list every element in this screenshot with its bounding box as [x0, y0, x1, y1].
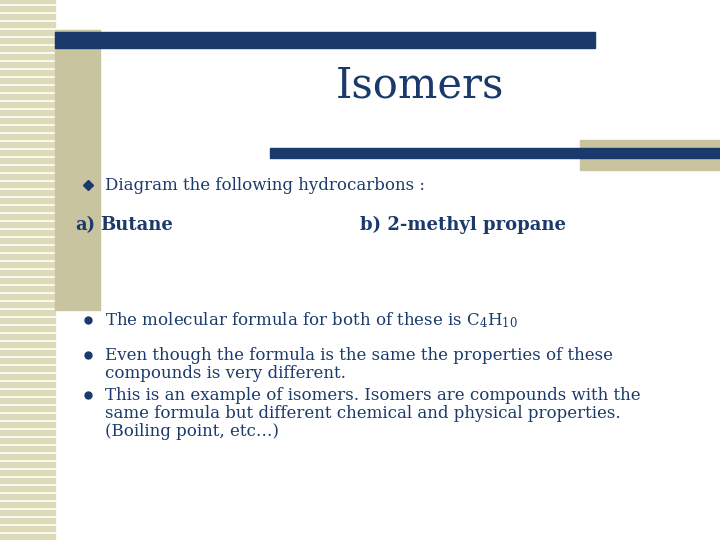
Bar	[0, 6, 55, 11]
Bar	[0, 38, 55, 43]
Bar	[0, 374, 55, 379]
Bar	[0, 14, 55, 19]
Text: a): a)	[75, 216, 95, 234]
Bar	[0, 302, 55, 307]
Bar	[0, 286, 55, 291]
Bar	[0, 70, 55, 75]
Text: same formula but different chemical and physical properties.: same formula but different chemical and …	[105, 404, 621, 422]
Bar	[0, 246, 55, 251]
Bar	[0, 102, 55, 107]
Text: Butane: Butane	[100, 216, 173, 234]
Text: b) 2-methyl propane: b) 2-methyl propane	[360, 216, 566, 234]
Bar	[0, 438, 55, 443]
Bar	[0, 62, 55, 67]
Text: The molecular formula for both of these is $\mathregular{C_4H_{10}}$: The molecular formula for both of these …	[105, 310, 518, 330]
Bar	[0, 350, 55, 355]
Text: Even though the formula is the same the properties of these: Even though the formula is the same the …	[105, 347, 613, 363]
Bar	[0, 294, 55, 299]
Bar	[0, 494, 55, 499]
Bar	[0, 342, 55, 347]
Bar	[0, 430, 55, 435]
Bar	[0, 486, 55, 491]
Bar	[0, 86, 55, 91]
Bar	[0, 110, 55, 115]
Bar	[0, 382, 55, 387]
Bar	[0, 454, 55, 459]
Bar	[0, 198, 55, 203]
Bar	[0, 182, 55, 187]
Bar	[0, 390, 55, 395]
Bar	[0, 398, 55, 403]
Bar	[0, 470, 55, 475]
Bar	[0, 318, 55, 323]
Bar	[0, 118, 55, 123]
Bar	[0, 358, 55, 363]
Bar	[0, 446, 55, 451]
Bar	[0, 94, 55, 99]
Bar	[0, 166, 55, 171]
Bar	[55, 30, 100, 310]
Bar	[0, 406, 55, 411]
Bar	[0, 478, 55, 483]
Bar	[0, 534, 55, 539]
Bar	[0, 326, 55, 331]
Bar	[0, 510, 55, 515]
Bar	[0, 134, 55, 139]
Bar	[0, 174, 55, 179]
Bar	[0, 46, 55, 51]
Bar	[0, 214, 55, 219]
Bar	[0, 0, 55, 3]
Bar	[0, 142, 55, 147]
Bar	[0, 502, 55, 507]
Bar	[580, 140, 720, 170]
Bar	[0, 222, 55, 227]
Bar	[0, 54, 55, 59]
Bar	[0, 422, 55, 427]
Bar	[0, 310, 55, 315]
Text: (Boiling point, etc…): (Boiling point, etc…)	[105, 422, 279, 440]
Bar	[0, 158, 55, 163]
Bar	[55, 32, 595, 48]
Bar	[0, 190, 55, 195]
Bar	[0, 30, 55, 35]
Bar	[0, 126, 55, 131]
Bar	[0, 238, 55, 243]
Bar	[0, 230, 55, 235]
Bar	[0, 462, 55, 467]
Bar	[270, 148, 720, 158]
Bar	[0, 206, 55, 211]
Bar	[0, 366, 55, 371]
Text: Isomers: Isomers	[336, 64, 504, 106]
Text: This is an example of isomers. Isomers are compounds with the: This is an example of isomers. Isomers a…	[105, 387, 641, 403]
Bar	[0, 78, 55, 83]
Bar	[0, 414, 55, 419]
Bar	[0, 526, 55, 531]
Bar	[0, 518, 55, 523]
Bar	[0, 150, 55, 155]
Bar	[0, 22, 55, 27]
Bar	[0, 270, 55, 275]
Text: compounds is very different.: compounds is very different.	[105, 364, 346, 381]
Bar	[0, 262, 55, 267]
Bar	[0, 278, 55, 283]
Bar	[0, 254, 55, 259]
Text: Diagram the following hydrocarbons :: Diagram the following hydrocarbons :	[105, 177, 425, 193]
Bar	[0, 334, 55, 339]
